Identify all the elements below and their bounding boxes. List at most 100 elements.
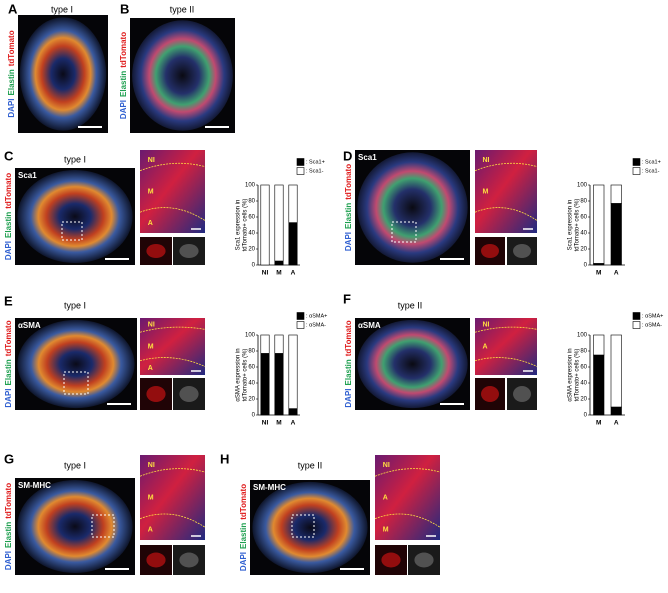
region-label: M [148, 494, 154, 501]
tomato-signal [146, 552, 166, 568]
legend-swatch [296, 321, 305, 329]
panel-letter: D [343, 148, 352, 163]
x-tick-label: A [291, 270, 296, 277]
x-tick-label: M [596, 270, 601, 277]
y-tick-label: 20 [580, 247, 587, 253]
marker-label: SM-MHC [253, 483, 286, 492]
bar-segment [288, 184, 298, 223]
y-axis-label: tdTomato+ cells (%) [575, 349, 581, 402]
bar-segment [610, 203, 622, 266]
boundary [139, 468, 206, 477]
y-tick-label: 40 [248, 381, 255, 387]
bar-segment [610, 334, 622, 408]
bar-segment [274, 353, 284, 416]
panel-title: type I [64, 300, 86, 310]
vessel [17, 169, 133, 264]
stain-name: tdTomato [4, 173, 13, 209]
y-tick-label: 100 [245, 183, 256, 189]
region-label: NI [383, 462, 390, 469]
y-tick-label: 20 [248, 247, 255, 253]
boundary [474, 357, 538, 367]
panel-title: type II [170, 4, 195, 14]
bar-segment [288, 222, 298, 266]
bar-segment [274, 260, 284, 266]
marker-label: Sca1 [358, 153, 377, 162]
marker-label: SM-MHC [18, 481, 51, 490]
zoom-box [63, 371, 89, 395]
stain-name: tdTomato [119, 32, 128, 68]
stain-label: DAPI Elastin tdTomato [4, 173, 13, 260]
stain-name: DAPI [239, 552, 248, 571]
stain-name: DAPI [344, 232, 353, 251]
boundary [139, 513, 206, 528]
legend-label: : Sca1+ [642, 159, 661, 165]
region-label: M [383, 527, 389, 534]
boundary [139, 207, 206, 221]
stain-label: DAPI Elastin tdTomato [7, 30, 16, 117]
x-tick-label: M [276, 420, 281, 427]
y-tick-label: 60 [248, 365, 255, 371]
marker-label: αSMA [358, 321, 381, 330]
stain-name: Elastin [239, 523, 248, 549]
region-label: NI [148, 462, 155, 469]
y-axis-label: αSMA expression in [568, 348, 574, 401]
y-tick-label: 60 [580, 215, 587, 221]
boundary [474, 326, 538, 333]
marker-signal [513, 386, 531, 402]
stain-name: Elastin [4, 522, 13, 548]
y-tick-label: 20 [580, 397, 587, 403]
stain-name: DAPI [4, 551, 13, 570]
bar-segment [610, 184, 622, 204]
bar-segment [260, 184, 270, 266]
y-axis-label: tdTomato+ cells (%) [243, 349, 249, 402]
region-label: M [148, 188, 154, 195]
vessel [17, 319, 135, 409]
marker-signal [179, 386, 199, 402]
bar-segment [274, 184, 284, 262]
stain-name: DAPI [119, 100, 128, 119]
legend-label: : Sca1+ [306, 159, 325, 165]
legend-label: : αSMA- [642, 322, 662, 328]
panel-title: type II [298, 460, 323, 470]
y-tick-label: 0 [252, 263, 256, 269]
zoom-box [61, 221, 83, 241]
marker-signal [179, 244, 199, 258]
x-tick-label: NI [262, 270, 269, 277]
legend-swatch [632, 167, 641, 175]
y-tick-label: 80 [580, 199, 587, 205]
boundary [474, 162, 538, 172]
x-tick-label: A [614, 270, 619, 277]
region-label: A [148, 220, 153, 227]
panel-letter: G [4, 451, 14, 466]
stain-name: Elastin [7, 69, 16, 95]
panel-letter: H [220, 451, 229, 466]
bar-segment [288, 334, 298, 409]
bar-segment [260, 353, 270, 416]
stain-label: DAPI Elastin tdTomato [119, 32, 128, 119]
boundary [374, 513, 441, 528]
vessel [357, 319, 468, 409]
stain-label: DAPI Elastin tdTomato [4, 483, 13, 570]
panel-title: type I [51, 4, 73, 14]
region-label: NI [482, 322, 489, 329]
zoom-box [391, 221, 417, 243]
y-tick-label: 80 [248, 349, 255, 355]
region-label: M [148, 343, 154, 350]
zoom-box [291, 514, 315, 538]
stain-name: tdTomato [7, 30, 16, 66]
bar-segment [274, 334, 284, 354]
legend-swatch [296, 158, 305, 166]
zoom-box [91, 514, 115, 538]
stain-label: DAPI Elastin tdTomato [344, 164, 353, 251]
stain-name: Elastin [344, 359, 353, 385]
legend-label: : Sca1- [642, 168, 660, 174]
panel-letter: B [120, 1, 129, 16]
panel-title: type I [64, 154, 86, 164]
y-tick-label: 40 [248, 231, 255, 237]
bar-segment [593, 334, 605, 356]
region-label: A [148, 365, 153, 372]
y-tick-label: 80 [580, 349, 587, 355]
y-tick-label: 80 [248, 199, 255, 205]
vessel [357, 152, 468, 263]
